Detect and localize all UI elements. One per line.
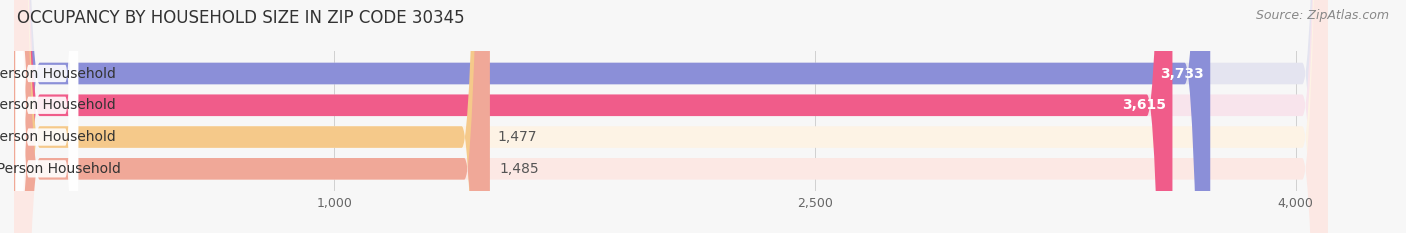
FancyBboxPatch shape [14, 0, 488, 233]
FancyBboxPatch shape [15, 0, 79, 233]
FancyBboxPatch shape [15, 0, 79, 233]
Text: Source: ZipAtlas.com: Source: ZipAtlas.com [1256, 9, 1389, 22]
FancyBboxPatch shape [15, 0, 79, 233]
FancyBboxPatch shape [14, 0, 1173, 233]
Text: 1,485: 1,485 [499, 162, 538, 176]
FancyBboxPatch shape [14, 0, 1327, 233]
FancyBboxPatch shape [14, 0, 1211, 233]
FancyBboxPatch shape [14, 0, 1327, 233]
Text: 3,733: 3,733 [1160, 66, 1204, 80]
FancyBboxPatch shape [14, 0, 1327, 233]
Text: 2-Person Household: 2-Person Household [0, 98, 115, 112]
FancyBboxPatch shape [15, 0, 79, 233]
FancyBboxPatch shape [14, 0, 1327, 233]
Text: 3-Person Household: 3-Person Household [0, 130, 115, 144]
Text: 1-Person Household: 1-Person Household [0, 66, 115, 80]
Text: 1,477: 1,477 [496, 130, 537, 144]
FancyBboxPatch shape [14, 0, 489, 233]
Text: 3,615: 3,615 [1122, 98, 1166, 112]
Text: 4+ Person Household: 4+ Person Household [0, 162, 121, 176]
Text: OCCUPANCY BY HOUSEHOLD SIZE IN ZIP CODE 30345: OCCUPANCY BY HOUSEHOLD SIZE IN ZIP CODE … [17, 9, 464, 27]
